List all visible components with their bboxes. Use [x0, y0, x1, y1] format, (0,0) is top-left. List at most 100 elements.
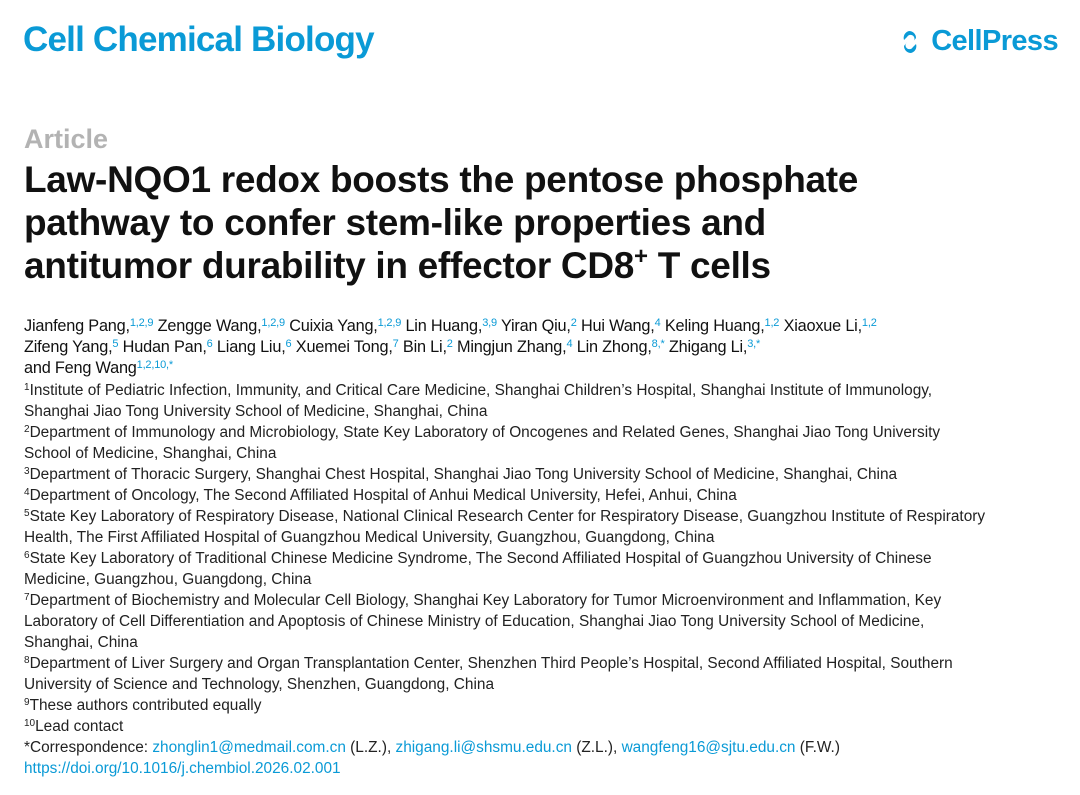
author-affiliation-marks: 4 [566, 337, 573, 350]
affiliation-line: 7Department of Biochemistry and Molecula… [24, 590, 985, 611]
author[interactable]: Lin Huang,3,9 [405, 317, 497, 335]
affiliation-line: 6State Key Laboratory of Traditional Chi… [24, 548, 985, 569]
email-link[interactable]: zhonglin1@medmail.com.cn [152, 739, 346, 756]
publisher-name: CellPress [931, 25, 1058, 57]
affiliation-text: Lead contact [35, 718, 124, 735]
affiliation-line: Shanghai Jiao Tong University School of … [24, 401, 985, 422]
affiliation-line: Shanghai, China [24, 632, 985, 653]
affiliation-text: Department of Immunology and Microbiolog… [29, 424, 941, 441]
author-name: Zengge Wang, [157, 317, 262, 335]
affiliation-text: Medicine, Guangzhou, Guangdong, China [24, 571, 312, 588]
author-affiliation-marks: 3,* [747, 337, 761, 350]
author[interactable]: Cuixia Yang,1,2,9 [289, 317, 401, 335]
affiliation-number: 6 [24, 550, 30, 561]
title-tail: T cells [647, 245, 771, 286]
author-affiliation-marks: 8,* [651, 337, 665, 350]
email-initials: (L.Z.), [345, 739, 396, 756]
author-name: Bin Li, [402, 337, 447, 356]
affiliation-text: University of Science and Technology, Sh… [24, 676, 495, 693]
affiliation-number: 7 [24, 592, 30, 603]
title-line: antitumor durability in effector CD8 [24, 245, 635, 286]
author[interactable]: Bin Li,2 [403, 338, 453, 356]
author-name: Hui Wang, [580, 317, 655, 335]
doi-link[interactable]: https://doi.org/10.1016/j.chembiol.2026.… [24, 760, 341, 777]
affiliation-line: 1Institute of Pediatric Infection, Immun… [24, 380, 985, 401]
affiliation-number: 4 [24, 487, 30, 498]
affiliation-text: Shanghai Jiao Tong University School of … [24, 403, 488, 420]
email-link[interactable]: wangfeng16@sjtu.edu.cn [621, 739, 796, 756]
title-line-3: antitumor durability in effector CD8+ T … [24, 244, 858, 287]
affiliation-text: These authors contributed equally [29, 697, 262, 714]
affiliation-number: 3 [24, 466, 30, 477]
author-name: Yiran Qiu, [500, 317, 571, 335]
author-name: Hudan Pan, [122, 337, 207, 356]
author-line: Jianfeng Pang,1,2,9 Zengge Wang,1,2,9 Cu… [24, 316, 877, 337]
author-affiliation-marks: 1,2,9 [129, 317, 154, 329]
cellpress-logo[interactable]: CellPress [895, 25, 1059, 58]
affiliation-line: University of Science and Technology, Sh… [24, 674, 985, 695]
author[interactable]: Xuemei Tong,7 [296, 338, 399, 356]
affiliation-text: Department of Oncology, The Second Affil… [29, 487, 737, 504]
author-affiliation-marks: 6 [206, 337, 213, 350]
author[interactable]: Lin Zhong,8,* [577, 338, 665, 356]
author[interactable]: Mingjun Zhang,4 [457, 337, 573, 356]
affiliation-number: 1 [24, 382, 30, 393]
title-line: Law-NQO1 redox boosts the pentose phosph… [24, 159, 859, 200]
affiliation-line: School of Medicine, Shanghai, China [24, 443, 985, 464]
author-name: Mingjun Zhang, [457, 337, 567, 356]
cellpress-logo-icon [903, 30, 917, 53]
author-name: Xuemei Tong, [295, 337, 393, 356]
affiliation-line: Health, The First Affiliated Hospital of… [24, 527, 985, 548]
journal-title: Cell Chemical Biology [23, 20, 375, 59]
author[interactable]: Liang Liu,6 [217, 338, 292, 356]
author[interactable]: Zhigang Li,3,* [669, 338, 760, 356]
paper-title: Law-NQO1 redox boosts the pentose phosph… [24, 158, 858, 287]
author[interactable]: and Feng Wang1,2,10,* [24, 359, 173, 377]
affiliation-line: Medicine, Guangzhou, Guangdong, China [24, 569, 985, 590]
author[interactable]: Keling Huang,1,2 [665, 317, 780, 335]
affiliation-line: 9These authors contributed equally [24, 695, 985, 716]
author-affiliation-marks: 2 [446, 337, 453, 350]
author-list: Jianfeng Pang,1,2,9 Zengge Wang,1,2,9 Cu… [24, 316, 877, 378]
affiliation-list: 1Institute of Pediatric Infection, Immun… [24, 380, 985, 779]
correspondence: *Correspondence: zhonglin1@medmail.com.c… [24, 737, 985, 758]
email-initials: (Z.L.), [571, 739, 622, 756]
author[interactable]: Hudan Pan,6 [123, 338, 213, 356]
affiliation-number: 2 [24, 424, 30, 435]
author-affiliation-marks: 3,9 [482, 317, 497, 329]
author[interactable]: Zifeng Yang,5 [24, 337, 119, 356]
affiliation-text: Department of Biochemistry and Molecular… [29, 592, 942, 609]
author-affiliation-marks: 1,2,9 [261, 317, 285, 329]
author-name: Cuixia Yang, [289, 317, 378, 335]
author-affiliation-marks: 1,2 [764, 317, 780, 329]
affiliation-text: Department of Thoracic Surgery, Shanghai… [29, 466, 898, 483]
email-link[interactable]: zhigang.li@shsmu.edu.cn [395, 739, 572, 756]
affiliation-text: State Key Laboratory of Respiratory Dise… [29, 508, 986, 525]
correspondence-label: *Correspondence: [24, 739, 153, 756]
affiliation-text: Department of Liver Surgery and Organ Tr… [29, 655, 953, 672]
author-name: Lin Zhong, [576, 337, 652, 356]
author-affiliation-marks: 5 [112, 337, 119, 350]
affiliation-text: Laboratory of Cell Differentiation and A… [24, 613, 925, 630]
author[interactable]: Zengge Wang,1,2,9 [158, 317, 285, 335]
affiliation-line: 4Department of Oncology, The Second Affi… [24, 485, 985, 506]
author-name: Zhigang Li, [668, 337, 748, 356]
author-name: and Feng Wang [24, 358, 137, 377]
affiliation-number: 5 [24, 508, 30, 519]
affiliation-number: 9 [24, 697, 30, 708]
affiliation-line: 5State Key Laboratory of Respiratory Dis… [24, 506, 985, 527]
affiliation-line: 3Department of Thoracic Surgery, Shangha… [24, 464, 985, 485]
affiliation-text: Institute of Pediatric Infection, Immuni… [29, 382, 933, 399]
author-affiliation-marks: 7 [392, 337, 399, 350]
author-name: Zifeng Yang, [24, 337, 113, 356]
affiliation-line: 2Department of Immunology and Microbiolo… [24, 422, 985, 443]
author[interactable]: Xiaoxue Li,1,2 [784, 317, 877, 335]
affiliation-number: 10 [24, 718, 36, 729]
author-affiliation-marks: 1,2,9 [377, 317, 402, 329]
author-name: Liang Liu, [216, 337, 286, 356]
affiliation-text: Shanghai, China [24, 634, 138, 651]
author-affiliation-marks: 1,2,10,* [136, 358, 174, 371]
author[interactable]: Hui Wang,4 [581, 317, 661, 335]
author[interactable]: Yiran Qiu,2 [501, 317, 577, 335]
author[interactable]: Jianfeng Pang,1,2,9 [24, 317, 154, 335]
